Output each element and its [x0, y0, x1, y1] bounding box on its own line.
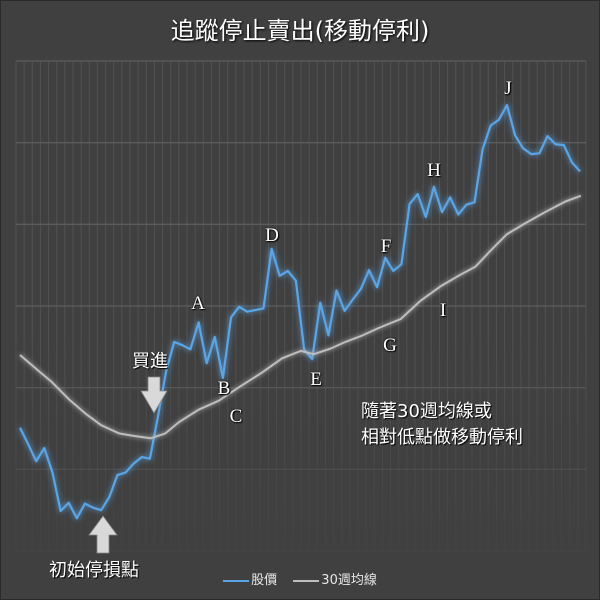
- point-label-g: G: [383, 335, 397, 356]
- legend-item-ma: 30週均線: [293, 573, 377, 588]
- point-label-d: D: [265, 225, 279, 246]
- ma30-line: [19, 194, 582, 440]
- initial-stop-annotation: 初始停損點: [49, 560, 139, 581]
- series-lines: [19, 103, 582, 520]
- trailing-stop-note-line1: 隨著30週均線或: [361, 401, 492, 422]
- legend-label-ma: 30週均線: [321, 573, 377, 588]
- point-label-c: C: [229, 406, 243, 427]
- point-label-j: J: [504, 78, 512, 99]
- buy-arrow-icon: [140, 376, 168, 414]
- buy-annotation: 買進: [132, 351, 168, 372]
- legend: 股價 30週均線: [1, 569, 599, 588]
- point-label-i: I: [439, 300, 447, 321]
- point-label-b: B: [217, 378, 231, 399]
- price-line: [19, 103, 581, 520]
- point-label-f: F: [380, 236, 392, 257]
- legend-swatch-price: [223, 579, 250, 582]
- legend-label-price: 股價: [251, 573, 278, 588]
- legend-item-price: 股價: [223, 573, 277, 588]
- point-label-a: A: [191, 293, 205, 314]
- chart-title: 追蹤停止賣出(移動停利): [170, 17, 430, 45]
- stop-arrow-icon: [88, 515, 118, 554]
- grid-fade: [15, 61, 587, 553]
- point-label-h: H: [427, 160, 441, 181]
- trailing-stop-note-line2: 相對低點做移動停利: [361, 427, 523, 448]
- legend-swatch-ma: [293, 579, 320, 582]
- point-label-e: E: [310, 369, 322, 390]
